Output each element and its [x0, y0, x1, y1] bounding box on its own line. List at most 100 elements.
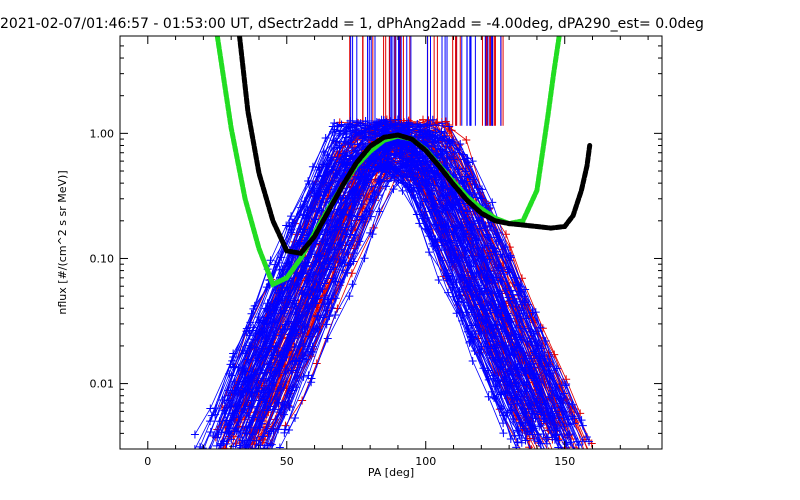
data-point	[578, 421, 587, 430]
data-point	[222, 416, 231, 425]
data-point	[526, 337, 535, 346]
data-point	[320, 187, 329, 196]
data-point	[467, 262, 476, 271]
series-line	[253, 146, 560, 449]
data-point	[434, 275, 443, 284]
data-point	[379, 116, 388, 125]
data-point	[501, 322, 510, 331]
data-point	[435, 200, 444, 209]
data-point	[268, 334, 277, 343]
data-point	[509, 296, 518, 305]
data-point	[288, 366, 297, 375]
data-point	[520, 453, 528, 461]
data-point	[274, 295, 283, 304]
data-point	[307, 250, 316, 259]
data-point	[542, 451, 550, 459]
data-point	[490, 278, 499, 287]
data-point	[263, 360, 272, 369]
data-point	[521, 365, 530, 374]
data-point	[426, 190, 435, 199]
series-line	[277, 142, 575, 430]
data-point	[455, 196, 464, 205]
data-point	[373, 121, 382, 130]
data-point	[268, 302, 277, 311]
data-point	[372, 118, 381, 127]
data-point	[570, 419, 579, 428]
data-point	[288, 218, 297, 227]
data-point	[383, 149, 392, 158]
data-point	[271, 286, 280, 295]
data-point	[375, 207, 384, 216]
y-axis-label: nflux [#/(cm^2 s sr MeV)]	[56, 170, 69, 314]
data-point	[389, 140, 398, 149]
data-point	[244, 374, 253, 383]
data-point	[484, 366, 492, 375]
data-point	[453, 241, 462, 250]
series-line	[225, 146, 508, 422]
data-point	[509, 414, 518, 423]
data-point	[360, 166, 369, 175]
data-point	[360, 181, 369, 190]
data-point	[433, 246, 442, 255]
data-point	[581, 450, 589, 458]
data-point	[450, 254, 459, 263]
y-tick-label: 1.00	[90, 127, 115, 140]
black-fit-curve	[237, 36, 593, 257]
data-point	[308, 262, 317, 271]
data-point	[465, 188, 474, 197]
data-point	[343, 248, 352, 257]
data-point	[486, 300, 495, 309]
data-point	[418, 132, 427, 141]
data-point	[374, 191, 383, 200]
data-point	[358, 136, 367, 145]
series-line	[248, 146, 556, 447]
data-point	[306, 347, 315, 356]
data-point	[513, 280, 522, 289]
data-point	[529, 329, 538, 338]
data-point	[407, 143, 416, 152]
data-point	[311, 204, 320, 213]
data-point	[201, 452, 209, 460]
data-point	[474, 216, 483, 225]
data-point	[466, 173, 475, 182]
data-point	[221, 416, 230, 425]
data-point	[249, 304, 258, 313]
data-point	[345, 292, 354, 301]
data-point	[240, 454, 248, 462]
data-point	[263, 441, 272, 449]
data-point	[280, 428, 289, 437]
data-point	[251, 368, 260, 377]
data-point	[578, 437, 587, 446]
data-point	[531, 351, 540, 360]
data-point	[523, 427, 532, 436]
data-point	[488, 198, 497, 207]
data-point	[535, 422, 544, 431]
data-point	[466, 337, 475, 346]
data-point	[370, 150, 379, 159]
data-point	[292, 383, 301, 392]
data-point	[333, 218, 342, 227]
data-point	[404, 118, 413, 127]
data-point	[322, 320, 331, 329]
data-point	[282, 221, 291, 230]
data-point	[561, 438, 570, 447]
data-point	[582, 432, 591, 441]
data-point	[503, 309, 512, 318]
data-point	[561, 381, 570, 390]
data-point	[442, 147, 451, 156]
data-point	[322, 162, 331, 171]
data-point	[256, 416, 265, 425]
data-point	[261, 334, 270, 343]
data-point	[348, 144, 357, 153]
data-point	[394, 176, 403, 185]
data-point	[202, 453, 210, 461]
data-point	[325, 312, 334, 321]
data-point	[542, 439, 551, 448]
data-point	[304, 176, 313, 185]
data-point	[306, 203, 315, 212]
data-point	[448, 197, 457, 206]
data-point	[230, 377, 239, 386]
data-point	[475, 184, 484, 193]
data-point	[407, 188, 416, 197]
data-point	[281, 364, 290, 373]
